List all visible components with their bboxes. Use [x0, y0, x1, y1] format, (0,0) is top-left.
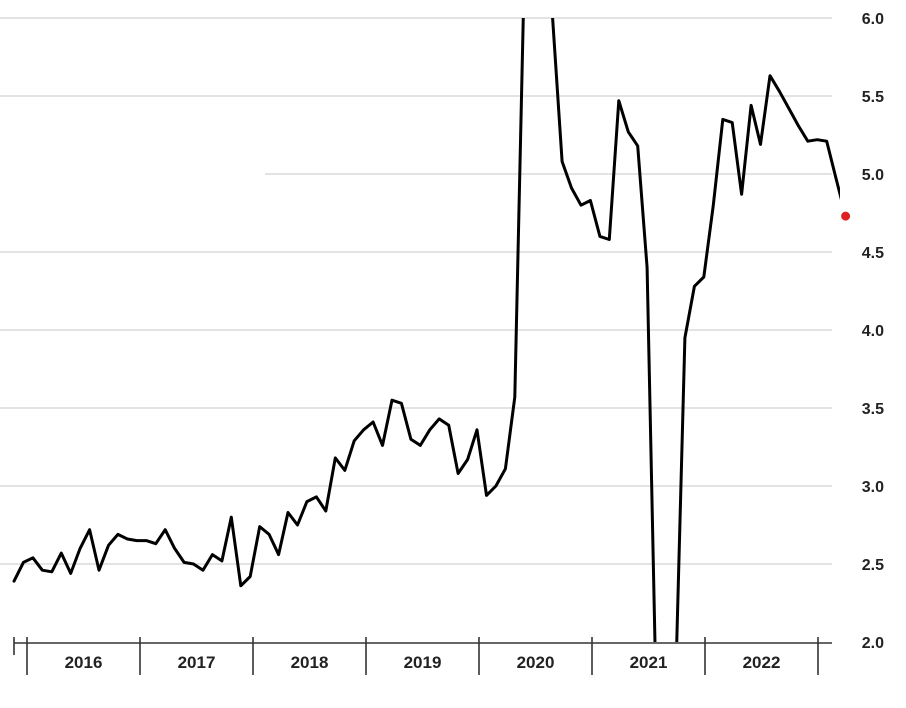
last-point-marker — [841, 211, 851, 221]
y-tick-label: 3.5 — [862, 401, 884, 418]
x-tick-label: 2017 — [178, 653, 216, 672]
gridlines — [0, 17, 832, 565]
x-axis: 2016 2017 2018 2019 2020 2021 2022 — [13, 637, 832, 675]
x-tick-label: 2018 — [291, 653, 329, 672]
y-axis: 2.0 2.5 3.0 3.5 4.0 4.5 5.0 5.5 6.0 — [862, 11, 884, 652]
y-tick-label: 4.5 — [862, 245, 884, 262]
y-tick-label: 5.5 — [862, 89, 884, 106]
y-tick-label: 2.5 — [862, 557, 884, 574]
x-tick-label: 2019 — [404, 653, 442, 672]
y-tick-label: 4.0 — [862, 323, 884, 340]
series-layer — [12, 18, 840, 642]
y-tick-label: 5.0 — [862, 167, 884, 184]
y-tick-label: 2.0 — [862, 635, 884, 652]
x-tick-label: 2020 — [517, 653, 555, 672]
y-tick-label: 6.0 — [862, 11, 884, 28]
y-tick-label: 3.0 — [862, 479, 884, 496]
x-tick-label: 2022 — [743, 653, 781, 672]
marker-layer — [841, 211, 851, 221]
series-line — [12, 18, 840, 642]
x-tick-label: 2021 — [630, 653, 668, 672]
x-tick-label: 2016 — [65, 653, 103, 672]
